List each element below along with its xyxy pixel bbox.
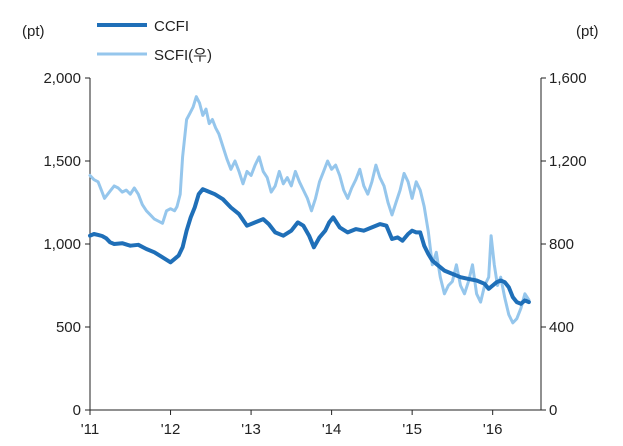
series-line-ccfi [88,187,531,306]
legend-label-scfi: SCFI(우) [154,47,212,64]
right-tick-label: 400 [549,319,574,336]
series-line-scfi [88,95,531,325]
x-tick-label: '13 [241,421,261,438]
left-tick-label: 2,000 [43,70,81,87]
left-axis-unit: (pt) [22,23,45,40]
series-layer [88,95,531,325]
x-tick-label: '14 [322,421,342,438]
x-tick-label: '16 [483,421,503,438]
left-tick-label: 500 [56,319,81,336]
x-tick-label: '11 [81,421,99,438]
left-tick-label: 1,000 [43,236,81,253]
x-axis-ticks: '11 '12 '13 '14 '15 '16 [81,410,503,438]
right-tick-label: 0 [549,402,557,419]
right-axis-unit-label: (pt) [576,23,599,40]
left-tick-label: 1,500 [43,153,81,170]
x-tick-label: '15 [402,421,422,438]
legend-label-ccfi: CCFI [154,18,189,35]
right-tick-label: 800 [549,236,574,253]
legend: CCFI SCFI(우) [97,18,212,64]
right-axis-ticks: 0 400 800 1,200 1,600 [541,70,587,419]
right-tick-label: 1,200 [549,153,587,170]
left-tick-label: 0 [73,402,81,419]
left-axis-ticks: 0 500 1,000 1,500 2,000 [43,70,90,419]
x-tick-label: '12 [161,421,181,438]
right-tick-label: 1,600 [549,70,587,87]
left-axis-unit-label: (pt) [22,23,45,40]
